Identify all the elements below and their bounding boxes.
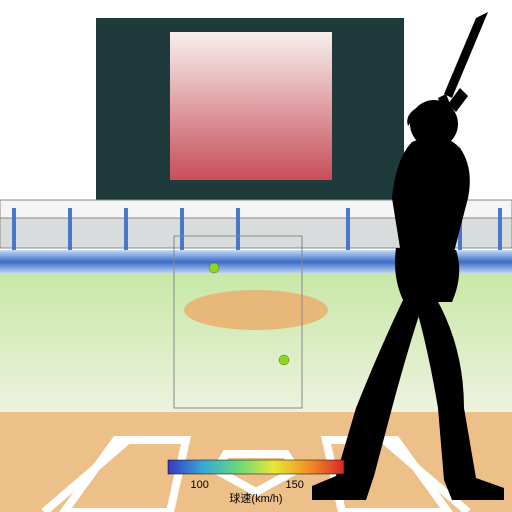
legend-label: 球速(km/h) — [229, 491, 282, 505]
pitch-marker — [209, 263, 219, 273]
legend-tick: 100 — [191, 479, 209, 491]
legend-tick: 150 — [286, 479, 304, 491]
pitch-location-chart: 100 150 球速(km/h) — [0, 0, 512, 512]
pitch-marker — [279, 355, 289, 365]
